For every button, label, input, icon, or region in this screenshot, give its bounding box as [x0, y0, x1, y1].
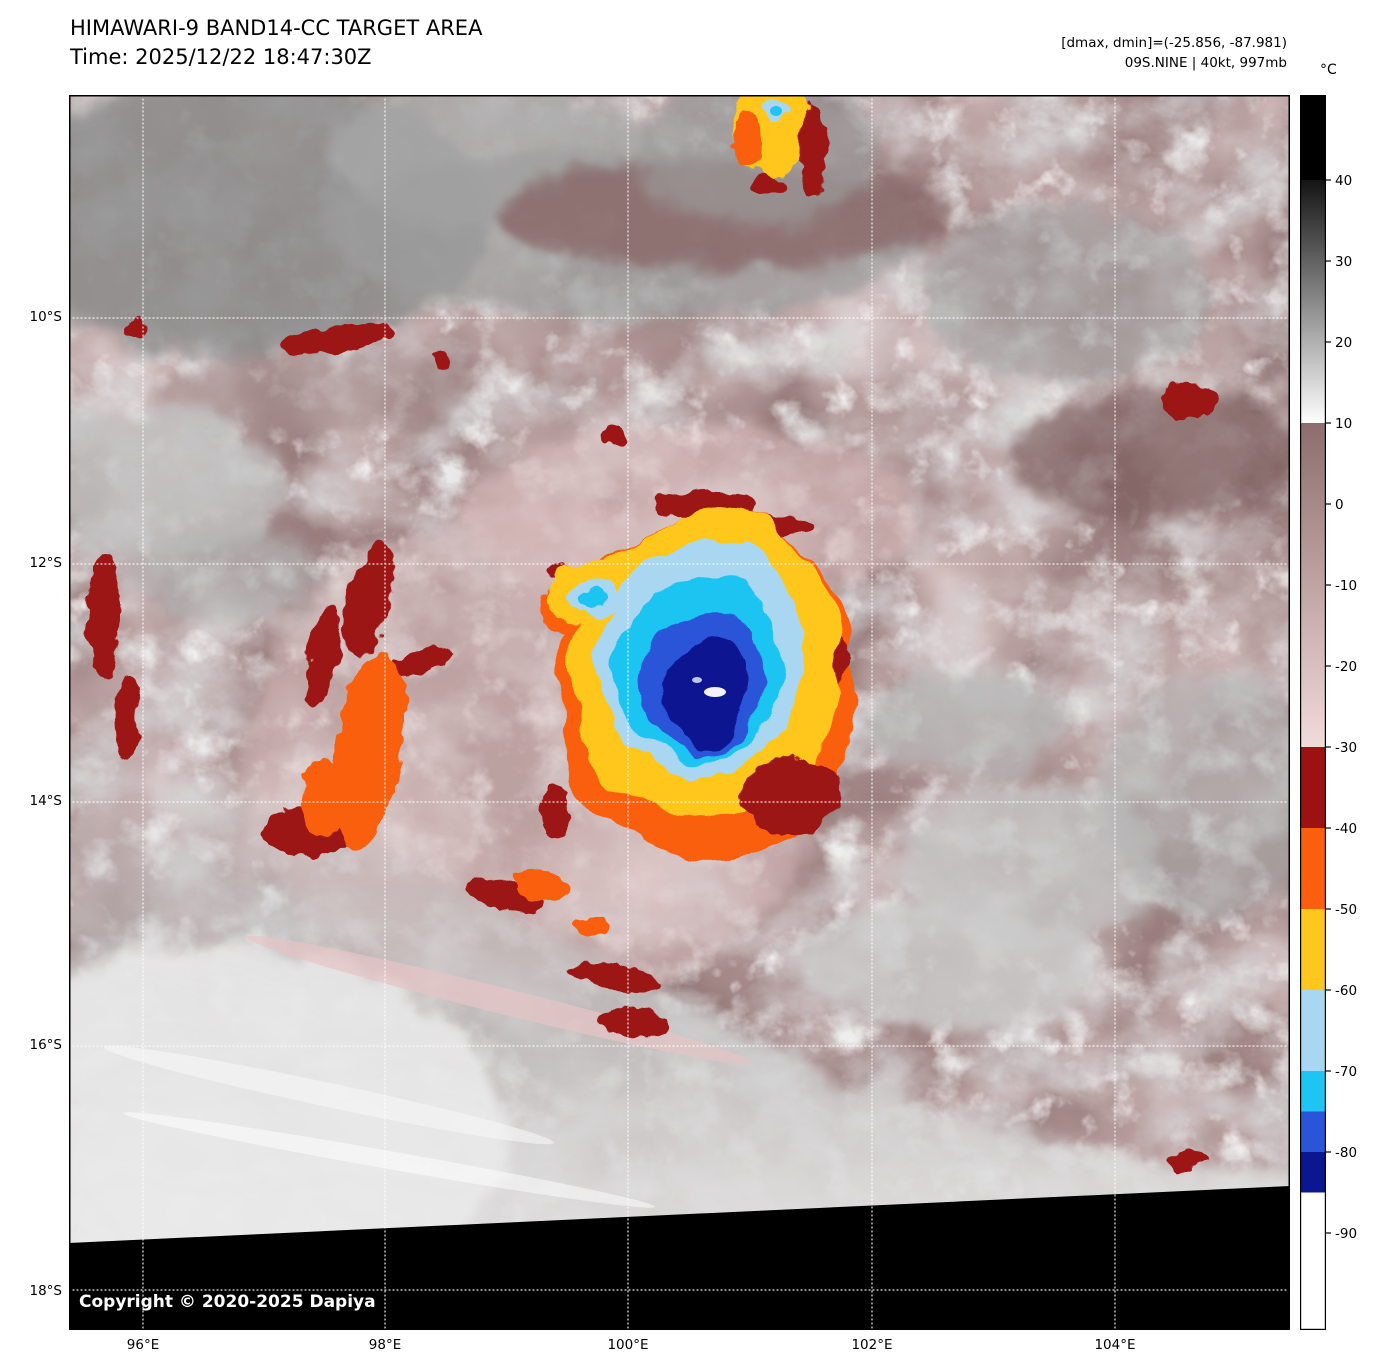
- lat-label-10s: 10°S: [29, 309, 63, 325]
- graticule: [69, 95, 1290, 1330]
- colorbar: 40 30 20 10 0 -10 -20 -30 -40 -50 -60 -7…: [1300, 95, 1357, 1331]
- colorbar-tick: 10: [1335, 416, 1352, 432]
- colorbar-tick: -50: [1335, 902, 1357, 918]
- lat-label-18s: 18°S: [29, 1283, 63, 1299]
- lon-label-98e: 98°E: [368, 1337, 402, 1353]
- lat-label-16s: 16°S: [29, 1037, 63, 1053]
- colorbar-tick: -20: [1335, 659, 1357, 675]
- lon-label-96e: 96°E: [126, 1337, 160, 1353]
- lon-label-104e: 104°E: [1094, 1337, 1136, 1353]
- lat-label-12s: 12°S: [29, 555, 63, 571]
- colorbar-unit-label: °C: [1320, 62, 1337, 78]
- colorbar-tick: -90: [1335, 1226, 1357, 1242]
- colorbar-tick: -80: [1335, 1145, 1357, 1161]
- colorbar-tick: -60: [1335, 983, 1357, 999]
- coldest-cloud-top: [704, 687, 726, 697]
- annotation-block: [dmax, dmin]=(-25.856, -87.981) 09S.NINE…: [1061, 33, 1287, 73]
- colorbar-bands: [1300, 95, 1326, 1330]
- cyclone-core: [663, 639, 749, 751]
- map-frame: [69, 95, 1290, 1330]
- colorbar-tick: -10: [1335, 578, 1357, 594]
- colorbar-tick: -70: [1335, 1064, 1357, 1080]
- colorbar-tick: -40: [1335, 821, 1357, 837]
- lon-label-102e: 102°E: [851, 1337, 893, 1353]
- cold-patches-darkred: [88, 319, 1219, 1169]
- colorbar-tick: -30: [1335, 740, 1357, 756]
- no-data-region: [69, 1186, 1290, 1330]
- copyright-text: Copyright © 2020-2025 Dapiya: [79, 1292, 376, 1312]
- small-storm-top: [732, 95, 825, 201]
- dmax-dmin-annotation: [dmax, dmin]=(-25.856, -87.981): [1061, 35, 1287, 51]
- colorbar-tick: 30: [1335, 254, 1352, 270]
- cold-patches-orange: [300, 650, 609, 938]
- lon-label-100e: 100°E: [607, 1337, 649, 1353]
- figure-title: HIMAWARI-9 BAND14-CC TARGET AREA: [70, 16, 483, 40]
- storm-info-annotation: 09S.NINE | 40kt, 997mb: [1124, 55, 1287, 71]
- colorbar-tick: 0: [1335, 497, 1344, 513]
- colorbar-frame: [1300, 95, 1326, 1331]
- lat-label-14s: 14°S: [29, 793, 63, 809]
- colorbar-tick: 40: [1335, 173, 1352, 189]
- colorbar-tickmarks: [1326, 179, 1331, 1234]
- figure-timestamp: Time: 2025/12/22 18:47:30Z: [70, 45, 372, 69]
- tropical-cyclone: [539, 490, 859, 857]
- colorbar-tick-labels: 40 30 20 10 0 -10 -20 -30 -40 -50 -60 -7…: [1335, 173, 1357, 1242]
- satellite-map: Copyright © 2020-2025 Dapiya: [69, 95, 1290, 1330]
- colorbar-tick: 20: [1335, 335, 1352, 351]
